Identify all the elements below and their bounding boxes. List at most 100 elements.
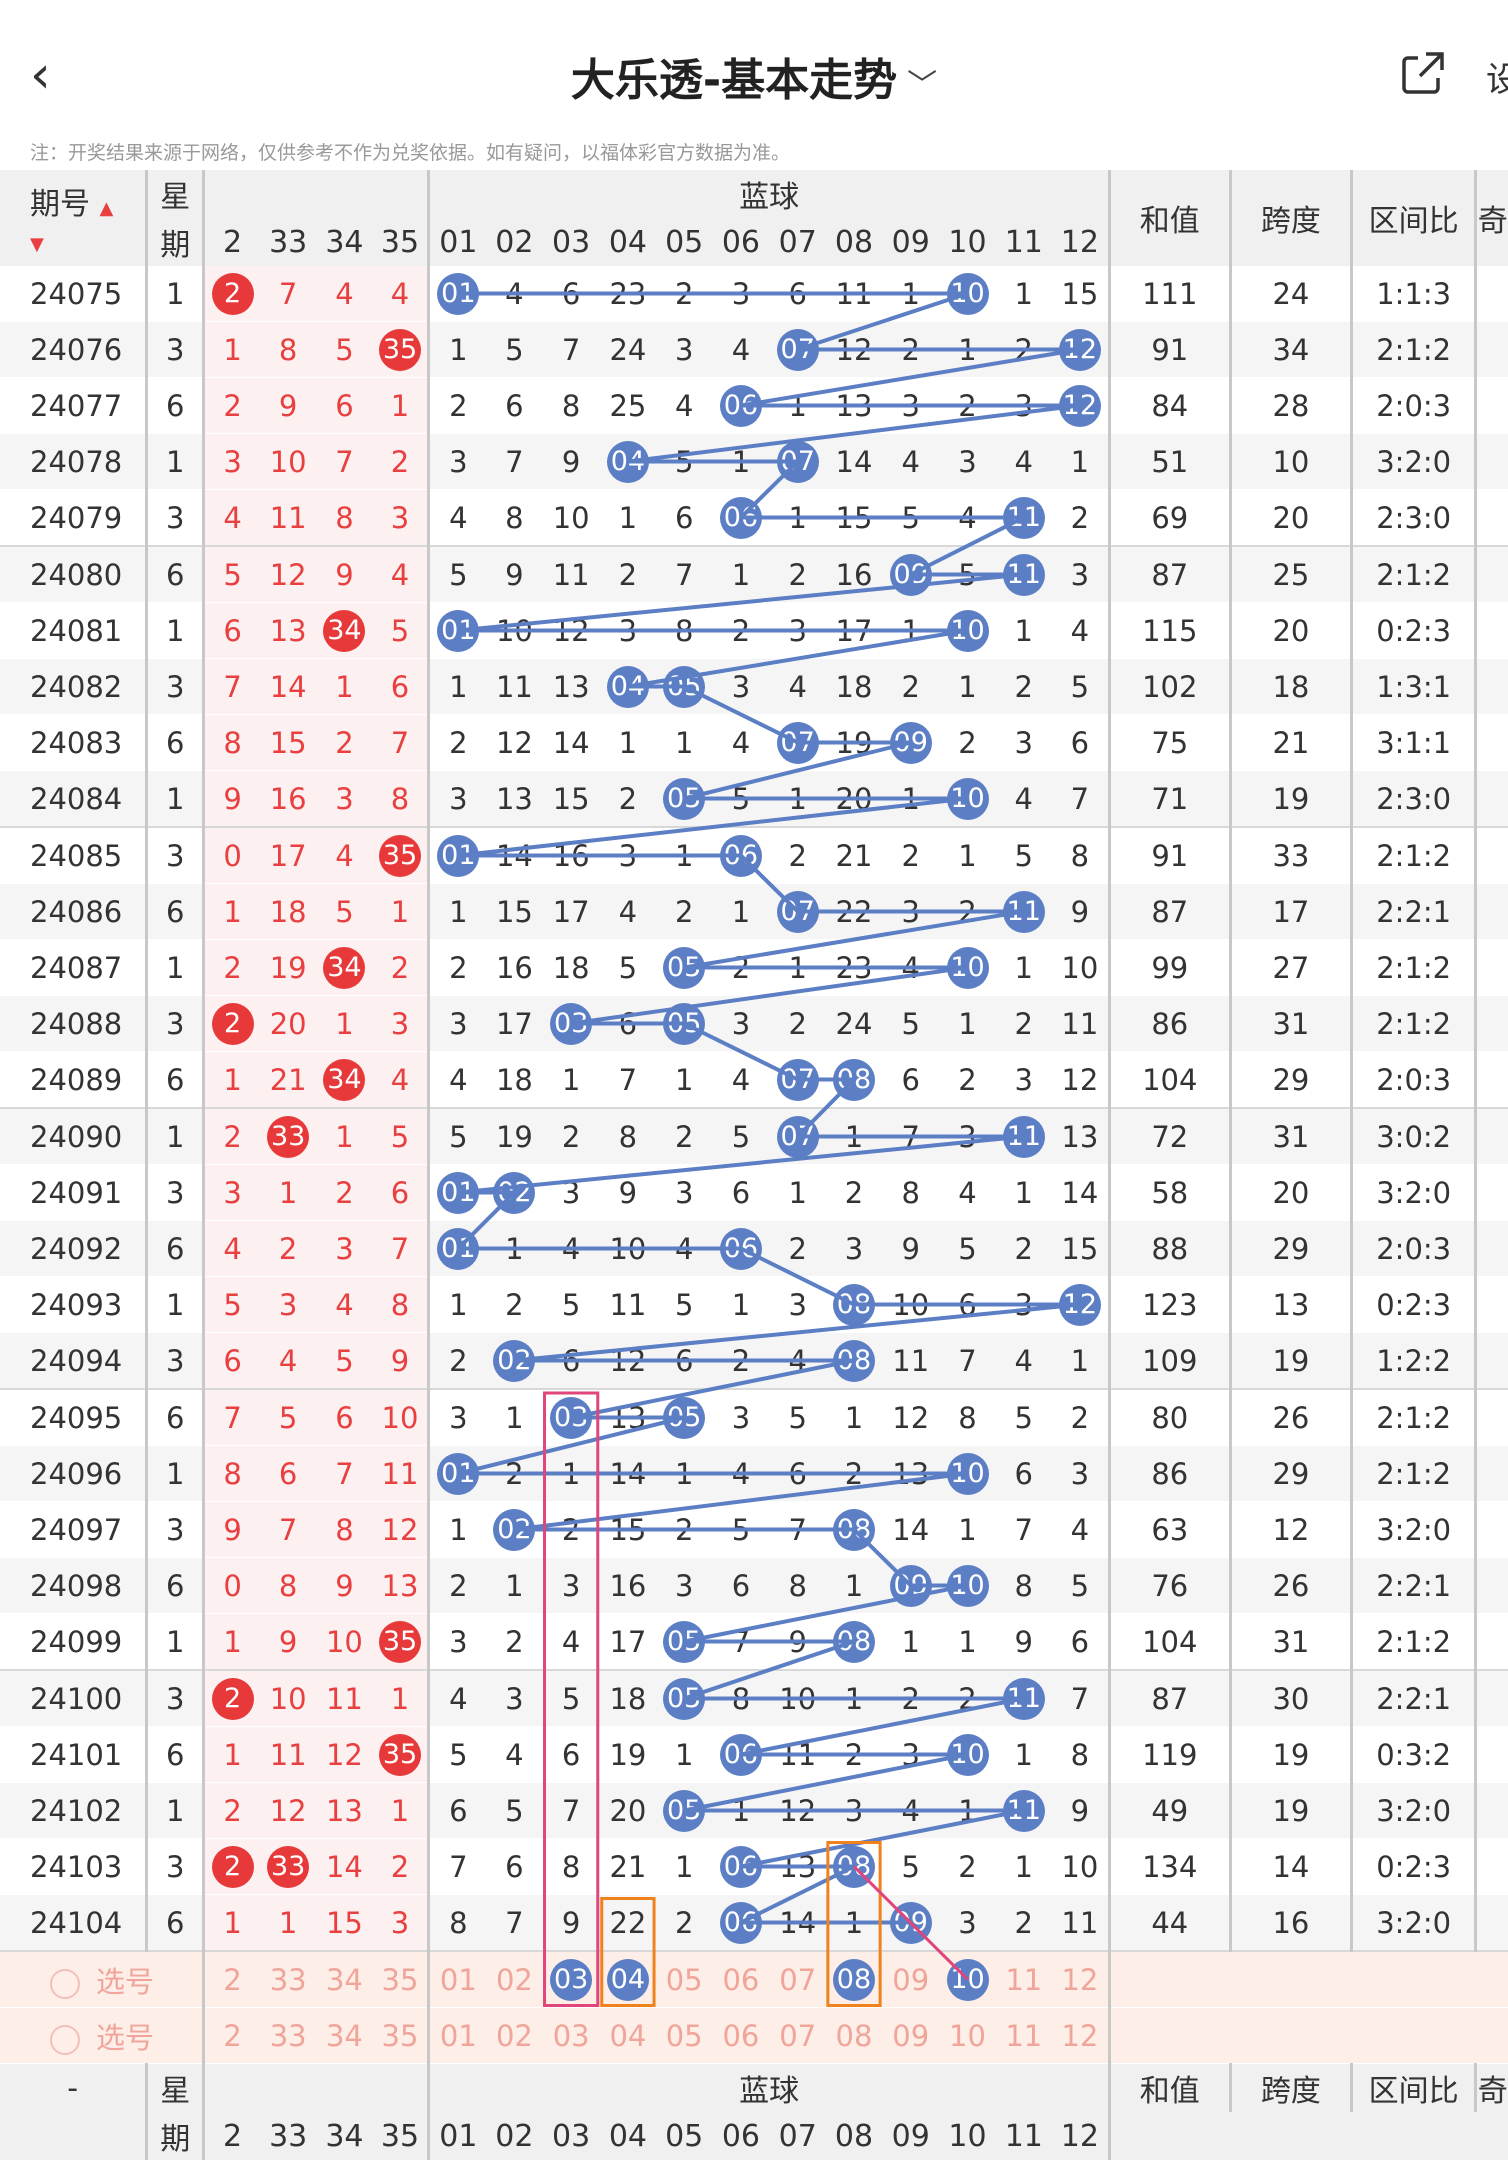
blue-cell: 3: [825, 1782, 883, 1839]
blue-cell: 5: [939, 1220, 996, 1277]
pick-blue-cell[interactable]: 02: [486, 2007, 543, 2064]
sum-cell: 123: [1109, 1276, 1232, 1333]
footer-red-head: 34: [316, 2112, 373, 2160]
blue-ball: 07: [776, 1058, 819, 1101]
sort-icon[interactable]: ▲ ▼: [30, 197, 114, 255]
week-cell: 3: [146, 489, 206, 547]
pick-blue-cell[interactable]: 04: [599, 2007, 657, 2064]
share-icon[interactable]: [1400, 50, 1446, 96]
red-cell: 0: [203, 827, 261, 884]
pick-blue-cell[interactable]: 06: [712, 1951, 770, 2008]
pick-label[interactable]: 选号: [0, 2007, 206, 2064]
pick-blue-cell[interactable]: 04: [599, 1951, 657, 2008]
pick-row[interactable]: 选号 2 33 34 35 01 02 03 04 05 06 07 08 09 10 11 12: [0, 1951, 1508, 2008]
blue-cell: 2: [1051, 1389, 1111, 1446]
radio-icon[interactable]: [50, 1968, 80, 1999]
blue-cell: 1: [995, 1726, 1052, 1783]
pick-blue-cell[interactable]: 11: [995, 1951, 1052, 2008]
selected-ball[interactable]: 03: [550, 1958, 593, 2001]
issue-cell: 24092: [0, 1220, 149, 1277]
blue-cell: 4: [995, 1332, 1052, 1390]
blue-cell: 12: [1051, 1276, 1111, 1333]
red-col-header: 2: [203, 218, 261, 266]
pick-blue-cell[interactable]: 05: [656, 1951, 713, 2008]
blue-cell: 5: [995, 1389, 1052, 1446]
footer-extra: 奇: [1475, 2063, 1508, 2112]
blue-cell: 6: [769, 266, 826, 322]
page-title[interactable]: 大乐透-基本走势 ﹀: [0, 44, 1508, 108]
blue-cell: 5: [486, 1782, 543, 1839]
blue-ball: 05: [663, 1002, 706, 1045]
blue-cell: 1: [428, 1501, 487, 1558]
red-cell: 33: [260, 1838, 317, 1895]
pick-blue-cell[interactable]: 09: [882, 1951, 940, 2008]
selected-ball[interactable]: 04: [606, 1958, 649, 2001]
pick-blue-cell[interactable]: 01: [428, 1951, 487, 2008]
pick-blue-cell[interactable]: 07: [769, 2007, 826, 2064]
pick-red-cell[interactable]: 35: [372, 1951, 431, 2008]
blue-cell: 2: [939, 377, 996, 434]
pick-label[interactable]: 选号: [0, 1951, 206, 2008]
pick-blue-cell[interactable]: 07: [769, 1951, 826, 2008]
red-ball: 34: [323, 946, 366, 989]
pick-blue-cell[interactable]: 03: [542, 1951, 600, 2008]
pick-red-cell[interactable]: 34: [316, 1951, 373, 2008]
selected-ball[interactable]: 10: [946, 1958, 989, 2001]
pick-blue-cell[interactable]: 06: [712, 2007, 770, 2064]
pick-blue-cell[interactable]: 10: [939, 1951, 996, 2008]
blue-cell: 17: [599, 1613, 657, 1671]
pick-blue-cell[interactable]: 05: [656, 2007, 713, 2064]
blue-cell: 7: [599, 1051, 657, 1109]
blue-cell: 2: [882, 658, 940, 715]
issue-cell: 24088: [0, 995, 149, 1052]
blue-cell: 1: [1051, 433, 1111, 490]
blue-cell: 19: [599, 1726, 657, 1783]
blue-ball: 01: [437, 1452, 480, 1495]
pick-row[interactable]: 选号 2 33 34 35 01 02 03 04 05 06 07 08 09 10 11 12: [0, 2007, 1508, 2064]
blue-cell: 10: [939, 602, 996, 659]
blue-cell: 01: [428, 602, 487, 659]
pick-blue-cell[interactable]: 08: [825, 1951, 883, 2008]
blue-cell: 06: [712, 1838, 770, 1895]
pick-blue-cell[interactable]: 08: [825, 2007, 883, 2064]
pick-blue-cell[interactable]: 12: [1051, 1951, 1111, 2008]
pick-red-cell[interactable]: 35: [372, 2007, 431, 2064]
blue-ball: 05: [663, 1620, 706, 1663]
footer-red-head: 2: [203, 2112, 261, 2160]
pick-red-cell[interactable]: 33: [260, 2007, 317, 2064]
chevron-down-icon[interactable]: ﹀: [907, 68, 938, 103]
pick-red-cell[interactable]: 33: [260, 1951, 317, 2008]
pick-blue-cell[interactable]: 11: [995, 2007, 1052, 2064]
red-cell: 34: [316, 1051, 373, 1109]
chevron-left-icon[interactable]: ‹: [30, 45, 51, 105]
blue-cell: 8: [599, 1108, 657, 1165]
pick-blue-cell[interactable]: 09: [882, 2007, 940, 2064]
ratio-cell: 0:2:3: [1351, 1276, 1478, 1333]
red-cell: 8: [203, 1445, 261, 1502]
blue-cell: 1: [939, 1613, 996, 1671]
pick-blue-cell[interactable]: 01: [428, 2007, 487, 2064]
pick-red-cell[interactable]: 34: [316, 2007, 373, 2064]
week-cell: 6: [146, 883, 206, 940]
red-cell: 1: [203, 1051, 261, 1109]
blue-cell: 16: [825, 546, 883, 603]
selected-ball[interactable]: 08: [832, 1958, 875, 2001]
pick-blue-cell[interactable]: 10: [939, 2007, 996, 2064]
pick-blue-cell[interactable]: 02: [486, 1951, 543, 2008]
pick-blue-cell[interactable]: 12: [1051, 2007, 1111, 2064]
red-cell: 18: [260, 883, 317, 940]
radio-icon[interactable]: [50, 2024, 80, 2055]
pick-blue-cell[interactable]: 03: [542, 2007, 600, 2064]
blue-cell: 12: [1051, 377, 1111, 434]
pick-red-cell[interactable]: 2: [203, 2007, 261, 2064]
issue-header[interactable]: 期号 ▲ ▼: [0, 170, 149, 266]
blue-cell: 16: [486, 939, 543, 996]
blue-cell: 17: [486, 995, 543, 1052]
blue-col-header: 04: [599, 218, 657, 266]
blue-cell: 11: [486, 658, 543, 715]
pick-red-cell[interactable]: 2: [203, 1951, 261, 2008]
blue-cell: 12: [542, 602, 600, 659]
week-cell: 3: [146, 1838, 206, 1895]
red-cell: 2: [203, 1782, 261, 1839]
settings-label[interactable]: 设: [1486, 60, 1508, 100]
